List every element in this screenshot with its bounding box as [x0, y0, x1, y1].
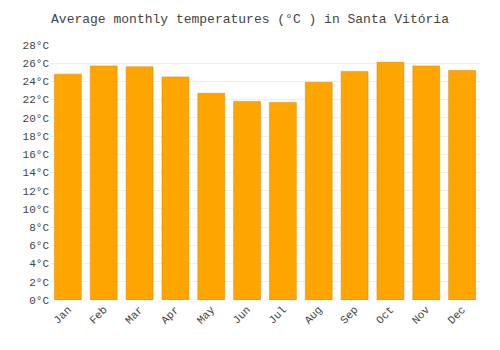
svg-text:20°C: 20°C — [23, 113, 50, 125]
svg-text:Jun: Jun — [231, 304, 253, 326]
svg-text:10°C: 10°C — [23, 204, 50, 216]
svg-text:Jan: Jan — [51, 304, 73, 326]
svg-text:26°C: 26°C — [23, 58, 50, 70]
svg-text:14°C: 14°C — [23, 167, 50, 179]
svg-text:8°C: 8°C — [29, 222, 49, 234]
svg-text:0°C: 0°C — [29, 295, 49, 307]
svg-text:22°C: 22°C — [23, 94, 50, 106]
svg-text:12°C: 12°C — [23, 186, 50, 198]
svg-text:2°C: 2°C — [29, 277, 49, 289]
svg-text:Mar: Mar — [123, 304, 145, 326]
svg-text:May: May — [195, 304, 218, 327]
svg-text:Nov: Nov — [410, 304, 433, 327]
svg-text:Sep: Sep — [338, 304, 360, 326]
svg-text:4°C: 4°C — [29, 258, 49, 270]
svg-text:Jul: Jul — [266, 304, 288, 326]
svg-text:18°C: 18°C — [23, 131, 50, 143]
svg-text:16°C: 16°C — [23, 149, 50, 161]
svg-text:Apr: Apr — [159, 304, 181, 326]
svg-text:Average monthly temperatures (: Average monthly temperatures (°C ) in Sa… — [51, 12, 449, 27]
svg-text:28°C: 28°C — [23, 40, 50, 52]
svg-text:Oct: Oct — [374, 304, 396, 326]
svg-text:6°C: 6°C — [29, 240, 49, 252]
svg-text:24°C: 24°C — [23, 76, 50, 88]
svg-text:Feb: Feb — [87, 304, 109, 326]
svg-text:Dec: Dec — [446, 304, 468, 326]
svg-text:Aug: Aug — [302, 304, 324, 326]
